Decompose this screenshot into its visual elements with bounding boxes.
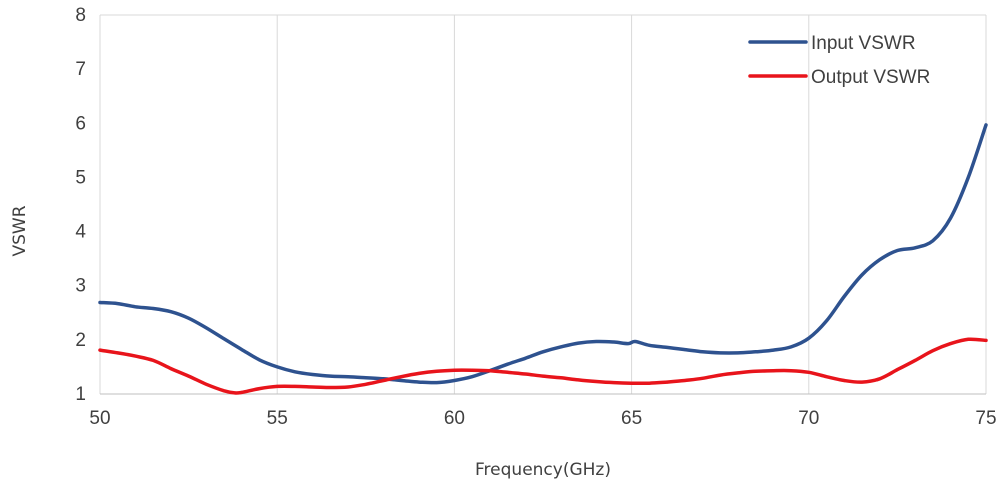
legend-label: Input VSWR — [811, 33, 916, 54]
x-tick-label: 60 — [444, 408, 465, 429]
y-tick-label: 8 — [75, 5, 86, 26]
input-vswr-line — [98, 123, 988, 385]
y-axis-ticks: 1 2 3 4 5 6 7 8 — [75, 5, 86, 405]
chart-series — [98, 123, 988, 395]
legend-label: Output VSWR — [811, 67, 930, 88]
x-tick-label: 55 — [267, 408, 288, 429]
y-tick-label: 7 — [75, 59, 86, 80]
output-vswr-line — [98, 337, 988, 395]
x-tick-label: 50 — [89, 408, 110, 429]
y-axis-title: VSWR — [10, 205, 30, 256]
x-tick-label: 70 — [798, 408, 819, 429]
x-tick-label: 65 — [621, 408, 642, 429]
chart-grid — [99, 14, 987, 395]
chart-legend: Input VSWR Output VSWR — [748, 33, 930, 88]
y-tick-label: 2 — [75, 330, 86, 351]
x-tick-label: 75 — [975, 408, 996, 429]
y-tick-label: 3 — [75, 276, 86, 297]
y-tick-label: 5 — [75, 167, 86, 188]
y-tick-label: 4 — [75, 222, 86, 243]
y-tick-label: 6 — [75, 113, 86, 134]
x-axis-title: Frequency(GHz) — [475, 460, 611, 480]
y-tick-label: 1 — [75, 384, 86, 405]
x-axis-ticks: 50 55 60 65 70 75 — [89, 408, 996, 429]
